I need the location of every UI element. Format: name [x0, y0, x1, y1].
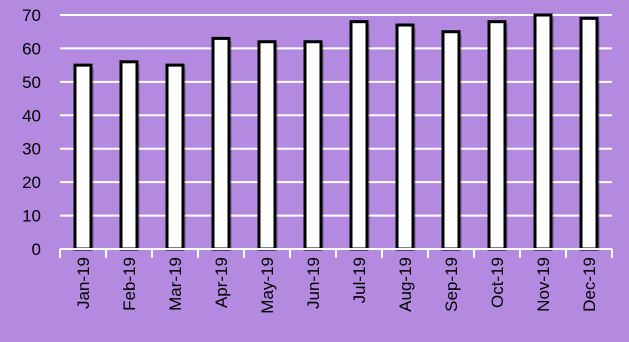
bar-mar-19	[165, 63, 185, 251]
y-tick-label: 20	[22, 173, 41, 192]
x-tick-label: Apr-19	[212, 257, 231, 308]
bar-apr-19	[211, 36, 231, 251]
x-axis-tick-labels: Jan-19 Feb-19 Mar-19 Apr-19 May-19 Jun-19 Jul-…	[74, 257, 599, 314]
y-tick-label: 0	[32, 240, 41, 259]
x-tick-label: Dec-19	[580, 257, 599, 312]
x-tick-label: Sep-19	[442, 257, 461, 312]
bar-feb-19	[119, 60, 139, 251]
bar-nov-19	[533, 13, 553, 251]
y-axis-tick-labels: 0 10 20 30 40 50 60 70	[22, 6, 41, 259]
x-tick-label: Jun-19	[304, 257, 323, 309]
x-tick-label: Mar-19	[166, 257, 185, 311]
y-tick-label: 70	[22, 6, 41, 25]
x-tick-label: Aug-19	[396, 257, 415, 312]
y-tick-label: 10	[22, 207, 41, 226]
bar-sep-19	[441, 30, 461, 251]
x-tick-label: May-19	[258, 257, 277, 314]
bar-aug-19	[395, 23, 415, 251]
bar-jul-19	[349, 20, 369, 251]
bars	[73, 13, 600, 251]
gridlines	[60, 14, 612, 217]
x-tick-label: Oct-19	[488, 257, 507, 308]
bar-jan-19	[73, 63, 93, 251]
y-tick-label: 30	[22, 140, 41, 159]
bar-jun-19	[303, 40, 323, 251]
x-tick-label: Feb-19	[120, 257, 139, 311]
x-tick-label: Nov-19	[534, 257, 553, 312]
bar-may-19	[257, 40, 277, 251]
y-tick-label: 40	[22, 106, 41, 125]
x-tick-label: Jan-19	[74, 257, 93, 309]
bar-oct-19	[487, 20, 507, 251]
x-tick-label: Jul-19	[350, 257, 369, 303]
bar-dec-19	[579, 16, 599, 251]
y-tick-label: 50	[22, 73, 41, 92]
x-axis	[59, 248, 613, 258]
y-tick-label: 60	[22, 39, 41, 58]
